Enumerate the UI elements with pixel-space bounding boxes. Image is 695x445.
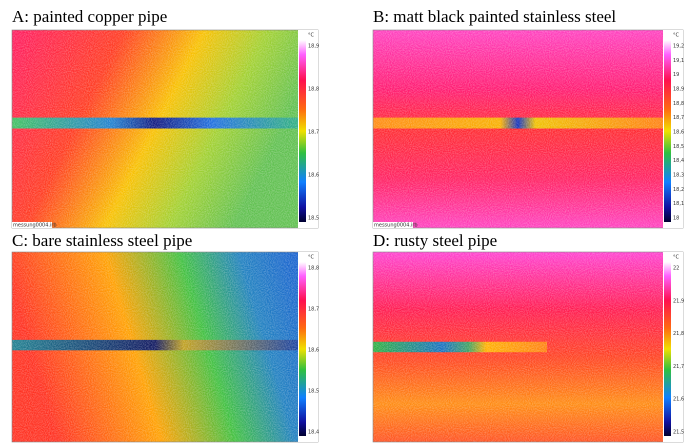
filename: messung0004.irb: [374, 223, 418, 229]
scale-label: 21,9: [673, 298, 684, 304]
figure: A: painted copper pipe °C 18,9 18,8 18,7 18,6…: [0, 0, 695, 445]
scale-label: 19,2: [673, 44, 684, 50]
scale-bar: [664, 262, 671, 436]
panel: D: rusty steel pipe °C 22 21,9 21,8 21,7 21,6 2…: [373, 231, 684, 442]
scale-label: 18,7: [673, 115, 684, 121]
panel: B: matt black painted stainless steel °C 1…: [373, 7, 684, 229]
scale-label: 18,9: [673, 87, 684, 93]
scale-label: 18,7: [308, 307, 319, 313]
noise: [12, 252, 298, 442]
scale-unit: °C: [673, 255, 680, 261]
scale-label: 18,8: [308, 87, 319, 93]
scale-label: 18,4: [673, 158, 684, 164]
scale-label: 19: [673, 72, 679, 78]
scale-label: 22: [673, 266, 679, 272]
scale-label: 18,5: [308, 389, 319, 395]
scale-label: 21,5: [673, 430, 684, 436]
scale-label: 18,4: [308, 430, 319, 436]
scale-label: 18,1: [673, 201, 684, 207]
scale-unit: °C: [308, 255, 315, 261]
panel: A: painted copper pipe °C 18,9 18,8 18,7 18,6…: [12, 7, 319, 229]
scale-label: 18,6: [308, 173, 319, 179]
scale-bar: [299, 40, 306, 222]
scale-label: 18: [673, 216, 679, 222]
scale-label: 18,8: [308, 266, 319, 272]
panel-title: D: rusty steel pipe: [373, 231, 497, 250]
scale-label: 18,3: [673, 173, 684, 179]
scale-label: 21,6: [673, 397, 684, 403]
scale-label: 18,9: [308, 44, 319, 50]
panel-title: A: painted copper pipe: [12, 7, 167, 26]
scale-label: 21,7: [673, 364, 684, 370]
filename: messung0004.irb: [13, 223, 57, 229]
scale-unit: °C: [673, 33, 680, 39]
scale-label: 21,8: [673, 331, 684, 337]
scale-label: 18,5: [308, 216, 319, 222]
scale-label: 19,1: [673, 58, 684, 64]
panel: C: bare stainless steel pipe °C 18,8 18,7 18…: [12, 231, 319, 442]
scale-label: 18,7: [308, 130, 319, 136]
noise: [373, 30, 663, 228]
panel-title: B: matt black painted stainless steel: [373, 7, 616, 26]
scale-bar: [664, 40, 671, 222]
scale-label: 18,2: [673, 187, 684, 193]
scale-unit: °C: [308, 33, 315, 39]
noise: [12, 30, 298, 228]
scale-label: 18,6: [308, 348, 319, 354]
scale-bar: [299, 262, 306, 436]
scale-label: 18,8: [673, 101, 684, 107]
noise: [373, 252, 663, 442]
panel-title: C: bare stainless steel pipe: [12, 231, 192, 250]
scale-label: 18,5: [673, 144, 684, 150]
scale-label: 18,6: [673, 130, 684, 136]
